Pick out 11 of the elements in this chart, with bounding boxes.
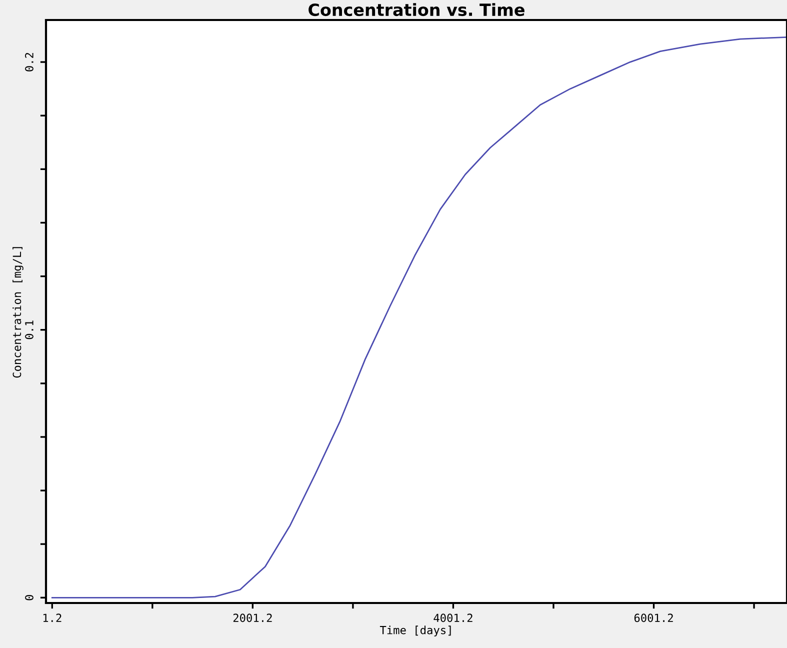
y-tick-label: 0 — [25, 595, 34, 600]
chart-title: Concentration vs. Time — [308, 3, 524, 16]
y-tick-label: 0.1 — [25, 320, 34, 340]
x-tick-label: 4001.2 — [434, 614, 472, 622]
y-tick-label: 0.2 — [25, 52, 34, 72]
line-series — [51, 36, 787, 598]
x-tick-label: 6001.2 — [634, 614, 673, 622]
x-axis-title: Time [days] — [380, 626, 451, 636]
x-tick-label: 2001.2 — [233, 614, 272, 622]
x-tick-label: 1.2 — [43, 614, 62, 622]
y-axis-title: Concentration [mg/L] — [12, 247, 24, 378]
